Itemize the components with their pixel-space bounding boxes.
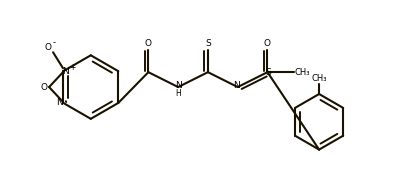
Text: CH₃: CH₃	[311, 74, 327, 83]
Text: S: S	[205, 39, 211, 48]
Text: -: -	[53, 38, 55, 47]
Text: O: O	[45, 43, 51, 52]
Text: H: H	[175, 89, 181, 97]
Text: N: N	[56, 98, 63, 107]
Text: O: O	[41, 83, 48, 92]
Text: N: N	[233, 81, 240, 89]
Text: +: +	[69, 63, 75, 72]
Text: CH₃: CH₃	[295, 68, 310, 77]
Text: N: N	[63, 67, 69, 76]
Text: S: S	[266, 68, 271, 77]
Text: O: O	[264, 39, 271, 48]
Text: N: N	[175, 81, 181, 89]
Text: O: O	[145, 39, 152, 48]
